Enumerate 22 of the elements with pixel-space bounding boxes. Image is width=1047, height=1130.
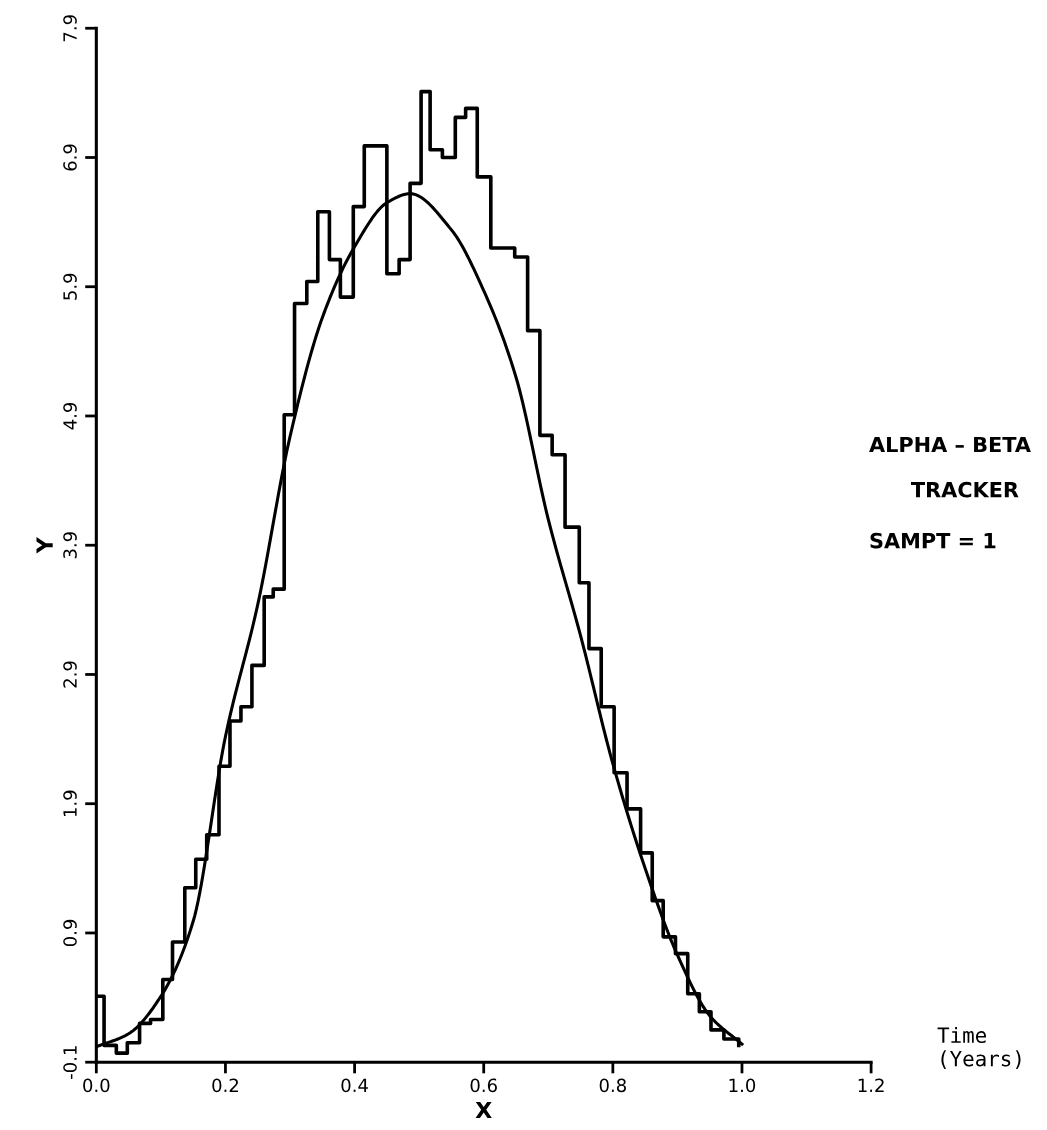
- x-tick-label: 0.2: [212, 1078, 238, 1093]
- x-axis-title: X: [475, 1101, 492, 1119]
- y-tick-label: 4.9: [63, 402, 77, 430]
- y-tick-label: 7.9: [63, 15, 77, 42]
- x-tick-label: 1.0: [729, 1078, 756, 1093]
- text: Time (Years): [937, 1026, 1021, 1069]
- y-tick-label: 5.9: [63, 273, 77, 300]
- annotation: SAMPT = 1: [870, 532, 996, 549]
- y-tick-label: 3.9: [63, 532, 77, 559]
- x-tick-label: 0.6: [470, 1078, 497, 1093]
- y-tick-label: 6.9: [63, 144, 77, 171]
- y-tick-label: 2.9: [63, 661, 77, 688]
- text: TRACKER: [910, 481, 1019, 498]
- x-tick-label: 1.2: [858, 1078, 884, 1092]
- y-tick-label: -0.1: [63, 1046, 77, 1079]
- x-tick-label: 0.8: [599, 1078, 626, 1093]
- y-tick-label: 1.9: [63, 790, 77, 817]
- y-axis-title: Y: [36, 536, 53, 554]
- annotation: ALPHA – BETA: [869, 436, 1031, 453]
- x-tick-label: 0.0: [83, 1078, 110, 1093]
- x-tick-label: 0.4: [341, 1078, 368, 1093]
- y-tick-label: 0.9: [63, 919, 77, 947]
